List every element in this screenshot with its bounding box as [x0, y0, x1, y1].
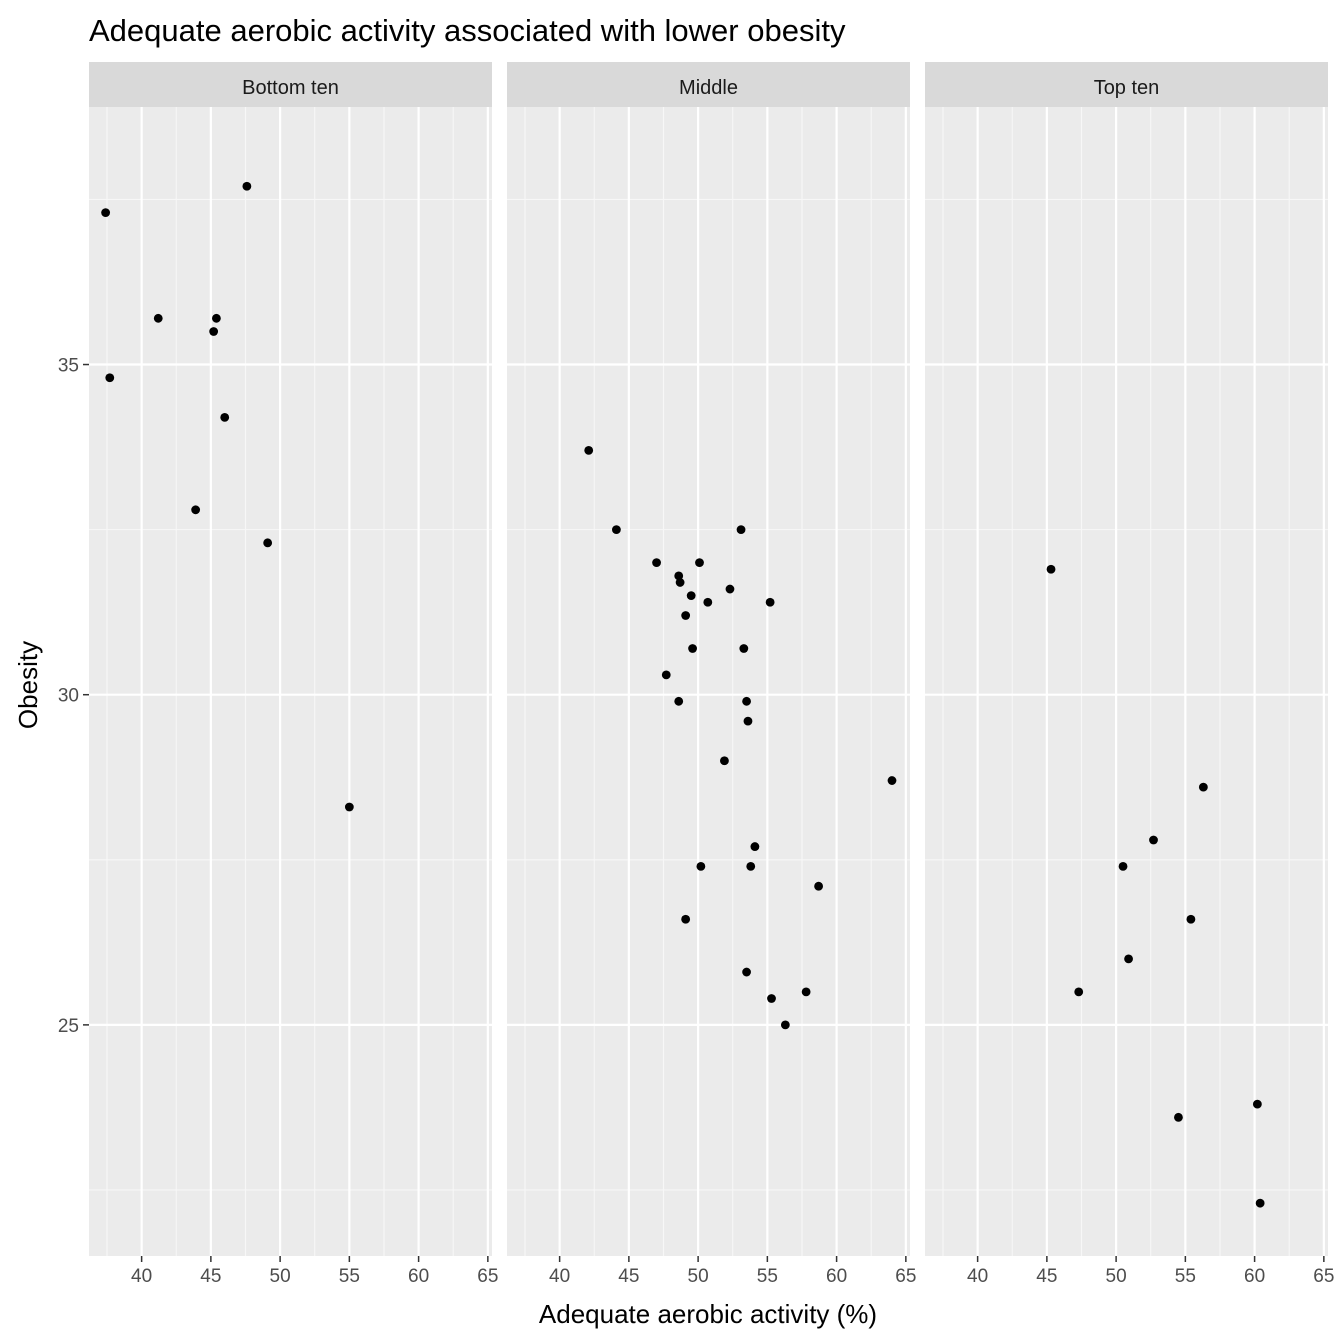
- data-point: [612, 525, 621, 535]
- data-point: [105, 373, 115, 383]
- data-point: [584, 445, 594, 455]
- data-point: [1074, 987, 1084, 997]
- facet-panel: Bottom ten 40 45 50 55 60 65: [89, 62, 498, 1287]
- y-axis: 25 30 35: [58, 356, 89, 1037]
- x-tick-label: 60: [408, 1266, 429, 1287]
- data-point: [696, 861, 706, 871]
- y-tick-label: 30: [58, 686, 79, 707]
- panel-background: [507, 107, 910, 1256]
- data-point: [743, 716, 753, 726]
- x-tick-label: 40: [967, 1266, 988, 1287]
- data-point: [674, 696, 684, 706]
- data-point: [681, 914, 691, 924]
- data-point: [765, 597, 775, 607]
- facet-strip: [925, 62, 1328, 107]
- data-point: [1186, 914, 1196, 924]
- data-point: [263, 538, 273, 548]
- data-point: [742, 967, 751, 977]
- facet-strip: [507, 62, 910, 107]
- data-point: [1255, 1198, 1265, 1208]
- data-point: [725, 584, 735, 594]
- data-point: [191, 505, 201, 515]
- data-point: [242, 181, 252, 191]
- x-tick-label: 50: [1106, 1266, 1127, 1287]
- data-point: [739, 644, 749, 653]
- x-tick-label: 65: [477, 1266, 498, 1287]
- facet-panel: Top ten 40 45 50 55 60 65: [925, 62, 1334, 1287]
- panel-background: [89, 107, 492, 1256]
- data-point: [695, 558, 704, 568]
- data-point: [720, 756, 729, 766]
- facet-strip-label: Top ten: [1094, 77, 1160, 99]
- data-point: [344, 802, 354, 812]
- x-tick-label: 55: [757, 1266, 778, 1287]
- x-tick-label: 50: [688, 1266, 709, 1287]
- data-point: [801, 987, 811, 997]
- data-point: [209, 327, 219, 336]
- data-point: [661, 670, 671, 680]
- data-point: [212, 313, 221, 323]
- chart-title: Adequate aerobic activity associated wit…: [89, 13, 846, 48]
- data-point: [681, 611, 691, 620]
- data-point: [767, 994, 776, 1003]
- x-tick-label: 50: [270, 1266, 291, 1287]
- x-tick-label: 40: [549, 1266, 570, 1287]
- data-point: [780, 1020, 790, 1030]
- y-axis-title: Obesity: [13, 641, 43, 729]
- data-point: [1124, 954, 1133, 964]
- data-point: [750, 842, 760, 851]
- data-point: [675, 578, 685, 587]
- data-point: [1046, 564, 1056, 574]
- data-point: [1118, 861, 1128, 871]
- data-point: [1174, 1112, 1183, 1122]
- facet-strip-label: Bottom ten: [242, 77, 339, 99]
- x-tick-label: 45: [618, 1266, 639, 1287]
- data-point: [742, 696, 751, 706]
- data-point: [688, 644, 697, 653]
- facet-panels: Bottom ten 40 45 50 55 60 65 Middle 40 45 50 55 60 65…: [89, 62, 1334, 1287]
- x-tick-label: 65: [1313, 1266, 1334, 1287]
- data-point: [736, 525, 746, 535]
- data-point: [814, 881, 823, 891]
- data-point: [686, 591, 696, 601]
- data-point: [220, 412, 230, 422]
- x-tick-label: 40: [131, 1266, 152, 1287]
- x-tick-label: 60: [1244, 1266, 1265, 1287]
- data-point: [153, 313, 163, 323]
- x-tick-label: 55: [339, 1266, 360, 1287]
- data-point: [652, 558, 661, 568]
- x-axis-title: Adequate aerobic activity (%): [539, 1299, 877, 1329]
- facet-strip-label: Middle: [679, 77, 738, 99]
- data-point: [1149, 835, 1158, 845]
- data-point: [1198, 782, 1208, 792]
- data-point: [887, 776, 897, 785]
- panel-background: [925, 107, 1328, 1256]
- data-point: [674, 571, 684, 581]
- data-point: [703, 597, 713, 607]
- data-point: [101, 208, 111, 218]
- x-tick-label: 60: [826, 1266, 847, 1287]
- y-tick-label: 35: [58, 356, 79, 377]
- x-tick-label: 45: [1036, 1266, 1057, 1287]
- data-point: [746, 861, 756, 871]
- x-tick-label: 55: [1175, 1266, 1196, 1287]
- x-tick-label: 65: [895, 1266, 916, 1287]
- facet-panel: Middle 40 45 50 55 60 65: [507, 62, 916, 1287]
- facet-strip: [89, 62, 492, 107]
- data-point: [1252, 1099, 1262, 1109]
- x-tick-label: 45: [200, 1266, 221, 1287]
- y-tick-label: 25: [58, 1016, 79, 1037]
